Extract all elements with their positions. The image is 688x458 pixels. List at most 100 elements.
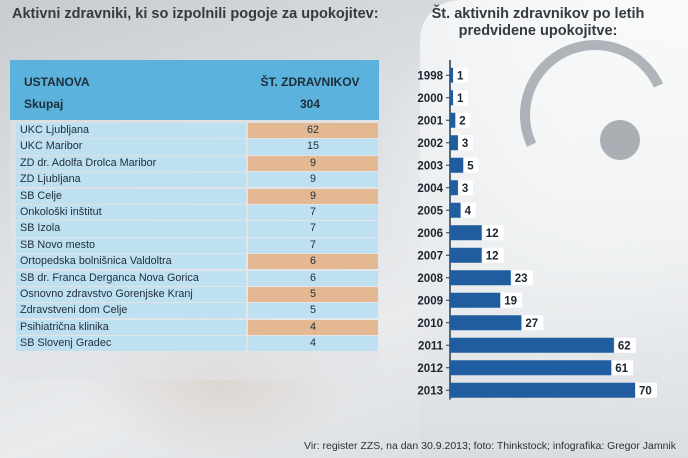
category-label: 2000 xyxy=(417,93,443,105)
bar xyxy=(450,292,501,308)
category-label: 2004 xyxy=(417,183,443,195)
institution-name: SB Slovenj Gradec xyxy=(16,336,246,352)
data-label-box xyxy=(456,112,471,128)
doctor-count: 7 xyxy=(248,204,378,221)
institution-name: Ortopedska bolnišnica Valdoltra xyxy=(16,254,246,270)
bar xyxy=(450,202,461,218)
data-label-box xyxy=(454,90,468,106)
column-header-count: ŠT. ZDRAVNIKOV xyxy=(260,75,360,89)
doctor-count: 6 xyxy=(248,270,378,286)
doctor-count: 5 xyxy=(248,286,378,303)
institution-name: ZD dr. Adolfa Drolca Maribor xyxy=(16,155,246,171)
bar xyxy=(450,90,453,106)
doctor-count: 9 xyxy=(248,155,378,171)
source-credit: Vir: register ZZS, na dan 30.9.2013; fot… xyxy=(304,440,676,452)
institution-name: ZD Ljubljana xyxy=(16,172,246,188)
category-label: 2013 xyxy=(417,385,443,397)
table-row: SB Slovenj Gradec 4 xyxy=(10,336,379,352)
data-label-box xyxy=(454,67,468,83)
table-row: SB Novo mesto 7 xyxy=(10,237,379,254)
data-label: 2 xyxy=(459,115,465,127)
table-row: Osnovno zdravstvo Gorenjske Kranj 5 xyxy=(10,286,379,303)
doctor-count: 15 xyxy=(248,139,378,155)
data-label: 70 xyxy=(639,385,652,397)
institution-name: SB Celje xyxy=(16,188,246,204)
bar-chart: 1998 1 2000 1 2001 2 2002 3 2003 5 2004 3 2005 4 2006 1… xyxy=(417,60,657,400)
bar xyxy=(450,382,635,398)
bar xyxy=(450,270,511,286)
institution-name: Psihiatrična klinika xyxy=(16,319,246,335)
table-panel: USTANOVA ŠT. ZDRAVNIKOV Skupaj 304 UKC L… xyxy=(10,60,379,380)
data-label: 19 xyxy=(504,295,517,307)
total-value: 304 xyxy=(299,97,321,111)
data-label-box xyxy=(511,270,533,286)
doctor-count: 5 xyxy=(248,303,378,319)
data-label-box xyxy=(458,135,473,151)
data-label-box xyxy=(636,382,657,398)
category-label: 2001 xyxy=(417,115,443,127)
data-label: 5 xyxy=(467,160,474,172)
doctor-count: 9 xyxy=(248,172,378,188)
table-row: Psihiatrična klinika 4 xyxy=(10,319,379,336)
table-row: UKC Ljubljana 62 xyxy=(10,123,379,139)
category-label: 2011 xyxy=(418,340,444,352)
doctor-count: 9 xyxy=(248,188,378,204)
category-label: 1998 xyxy=(417,70,443,82)
institution-name: SB Izola xyxy=(16,221,246,237)
bar xyxy=(450,67,453,83)
data-label-box xyxy=(501,292,523,308)
table-row: Onkološki inštitut 7 xyxy=(10,204,379,221)
table-row: Zdravstveni dom Celje 5 xyxy=(10,303,379,319)
bar xyxy=(450,315,522,331)
institution-name: SB Novo mesto xyxy=(16,237,246,253)
doctor-count: 6 xyxy=(248,254,378,270)
institution-name: SB dr. Franca Derganca Nova Gorica xyxy=(16,270,246,286)
data-label-box xyxy=(482,225,504,241)
institution-name: Onkološki inštitut xyxy=(16,204,246,221)
data-label: 62 xyxy=(618,340,631,352)
table-header: USTANOVA ŠT. ZDRAVNIKOV Skupaj 304 xyxy=(10,60,379,120)
data-label-box xyxy=(614,337,636,353)
chart-title: Št. aktivnih zdravnikov po letih predvid… xyxy=(431,6,645,39)
table-row: SB dr. Franca Derganca Nova Gorica 6 xyxy=(10,270,379,287)
category-label: 2006 xyxy=(417,228,443,240)
bar xyxy=(450,247,482,263)
bar xyxy=(450,135,458,151)
data-label: 1 xyxy=(457,93,464,105)
table-title: Aktivni zdravniki, ki so izpolnili pogoj… xyxy=(12,6,379,22)
column-header-institution: USTANOVA xyxy=(24,75,90,89)
doctor-count: 62 xyxy=(248,123,378,139)
data-label-box xyxy=(464,157,479,173)
doctor-count: 7 xyxy=(248,221,378,237)
bar xyxy=(450,360,612,376)
bar xyxy=(450,180,458,196)
institution-name: UKC Maribor xyxy=(16,139,246,155)
data-label-box xyxy=(482,247,504,263)
institution-name: Zdravstveni dom Celje xyxy=(16,303,246,319)
data-label: 61 xyxy=(615,363,628,375)
table-row: Ortopedska bolnišnica Valdoltra 6 xyxy=(10,254,379,270)
bar xyxy=(450,157,464,173)
category-label: 2005 xyxy=(417,205,443,217)
category-label: 2008 xyxy=(417,273,443,285)
category-label: 2009 xyxy=(417,295,443,307)
bar xyxy=(450,337,614,353)
category-label: 2002 xyxy=(417,138,443,150)
doctor-count: 7 xyxy=(248,237,378,253)
data-label: 12 xyxy=(486,228,499,240)
category-label: 2012 xyxy=(417,363,443,375)
doctor-count: 4 xyxy=(248,319,378,335)
table-row: ZD Ljubljana 9 xyxy=(10,172,379,188)
data-label: 23 xyxy=(515,273,528,285)
table-row: SB Izola 7 xyxy=(10,221,379,237)
data-label-box xyxy=(522,315,544,331)
table-row: ZD dr. Adolfa Drolca Maribor 9 xyxy=(10,155,379,172)
category-label: 2010 xyxy=(417,318,443,330)
doctor-count: 4 xyxy=(248,336,378,352)
total-label: Skupaj xyxy=(24,97,64,111)
data-label: 3 xyxy=(462,183,468,195)
bar xyxy=(450,112,456,128)
table-row: UKC Maribor 15 xyxy=(10,139,379,155)
table-body: UKC Ljubljana 62 UKC Maribor 15 ZD dr. Ado… xyxy=(10,123,379,352)
bar xyxy=(450,225,482,241)
